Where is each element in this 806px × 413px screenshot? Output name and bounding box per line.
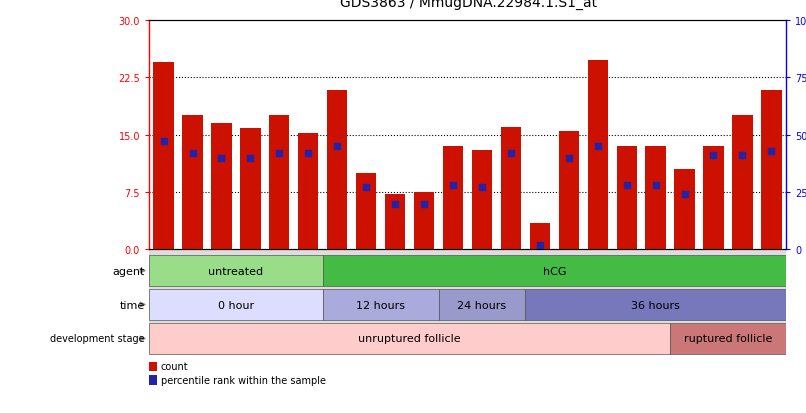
- Bar: [153, 63, 174, 250]
- Text: unruptured follicle: unruptured follicle: [359, 334, 461, 344]
- Bar: [351, 250, 380, 323]
- Point: [186, 150, 199, 157]
- Point: [476, 185, 488, 191]
- Text: untreated: untreated: [209, 266, 264, 276]
- Bar: [733, 116, 753, 250]
- Point: [418, 201, 430, 207]
- Bar: [236, 250, 265, 323]
- Bar: [265, 250, 294, 323]
- Bar: [617, 147, 637, 250]
- Bar: [526, 290, 786, 320]
- Point: [649, 183, 662, 189]
- Point: [273, 150, 286, 157]
- Bar: [442, 147, 463, 250]
- Bar: [182, 116, 202, 250]
- Bar: [757, 250, 786, 323]
- Point: [707, 152, 720, 159]
- Point: [678, 192, 691, 198]
- Point: [592, 143, 604, 150]
- Bar: [438, 290, 526, 320]
- Text: 0 hour: 0 hour: [218, 300, 254, 310]
- Bar: [211, 124, 231, 250]
- Bar: [414, 192, 434, 250]
- Bar: [149, 290, 322, 320]
- Bar: [670, 323, 786, 354]
- Bar: [207, 250, 236, 323]
- Point: [301, 150, 314, 157]
- Bar: [559, 131, 579, 250]
- Text: hCG: hCG: [542, 266, 566, 276]
- Bar: [380, 250, 409, 323]
- Text: count: count: [160, 361, 188, 372]
- Bar: [356, 173, 376, 250]
- Bar: [584, 250, 613, 323]
- Point: [765, 148, 778, 154]
- Bar: [467, 250, 496, 323]
- Text: 12 hours: 12 hours: [356, 300, 405, 310]
- Bar: [322, 250, 351, 323]
- Point: [388, 201, 401, 207]
- Bar: [588, 60, 608, 250]
- Bar: [409, 250, 438, 323]
- Bar: [149, 256, 322, 286]
- Bar: [385, 195, 405, 250]
- Bar: [526, 250, 555, 323]
- Bar: [496, 250, 526, 323]
- Text: ruptured follicle: ruptured follicle: [683, 334, 772, 344]
- Bar: [728, 250, 757, 323]
- Bar: [438, 250, 467, 323]
- Bar: [501, 128, 521, 250]
- Point: [359, 185, 372, 191]
- Point: [563, 155, 575, 161]
- Bar: [555, 250, 584, 323]
- Bar: [670, 250, 699, 323]
- Bar: [149, 250, 178, 323]
- Bar: [530, 223, 550, 250]
- Bar: [149, 323, 670, 354]
- Point: [330, 143, 343, 150]
- Point: [621, 183, 634, 189]
- Bar: [178, 250, 207, 323]
- Bar: [704, 147, 724, 250]
- Bar: [327, 91, 347, 250]
- Bar: [761, 91, 782, 250]
- Point: [244, 155, 257, 161]
- Bar: [675, 170, 695, 250]
- Bar: [646, 147, 666, 250]
- Point: [505, 150, 517, 157]
- Point: [736, 152, 749, 159]
- Bar: [322, 290, 438, 320]
- Text: GDS3863 / MmugDNA.22984.1.S1_at: GDS3863 / MmugDNA.22984.1.S1_at: [340, 0, 597, 10]
- Bar: [294, 250, 322, 323]
- Text: 24 hours: 24 hours: [457, 300, 506, 310]
- Bar: [322, 256, 786, 286]
- Text: time: time: [120, 300, 145, 310]
- Bar: [472, 150, 492, 250]
- Bar: [240, 129, 260, 250]
- Point: [215, 155, 228, 161]
- Bar: [641, 250, 670, 323]
- Point: [157, 139, 170, 145]
- Point: [534, 242, 546, 249]
- Text: development stage: development stage: [51, 334, 145, 344]
- Bar: [699, 250, 728, 323]
- Point: [447, 183, 459, 189]
- Text: agent: agent: [113, 266, 145, 276]
- Text: 36 hours: 36 hours: [631, 300, 680, 310]
- Bar: [269, 116, 289, 250]
- Bar: [149, 362, 156, 371]
- Bar: [149, 375, 156, 385]
- Bar: [298, 134, 318, 250]
- Bar: [613, 250, 641, 323]
- Text: percentile rank within the sample: percentile rank within the sample: [160, 375, 326, 385]
